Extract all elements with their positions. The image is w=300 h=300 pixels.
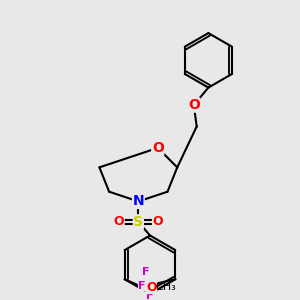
Text: O: O bbox=[188, 98, 200, 112]
Text: O: O bbox=[146, 280, 157, 294]
Text: O: O bbox=[152, 215, 163, 228]
Text: F: F bbox=[138, 281, 146, 291]
Text: F: F bbox=[142, 268, 150, 278]
Text: O: O bbox=[152, 141, 164, 155]
Text: S: S bbox=[133, 215, 143, 229]
Text: F: F bbox=[146, 291, 154, 300]
Text: CH₃: CH₃ bbox=[156, 282, 177, 292]
Text: O: O bbox=[113, 215, 124, 228]
Text: N: N bbox=[133, 194, 144, 208]
